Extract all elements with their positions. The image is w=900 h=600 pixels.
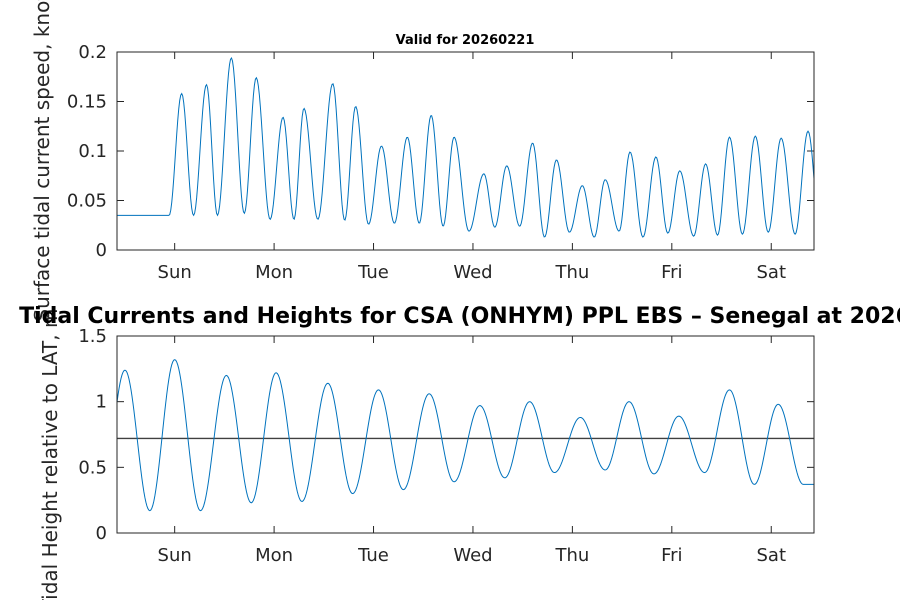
speed-ytick-label: 0.05: [67, 191, 107, 212]
height-xtick-label-mon: Mon: [255, 545, 293, 566]
height-plot-area: [117, 336, 814, 533]
speed-xtick-label-wed: Wed: [453, 262, 492, 283]
speed-xtick-label-tue: Tue: [357, 262, 389, 283]
height-ytick-label: 1: [96, 392, 107, 413]
speed-y-axis-label: Surface tidal current speed, knots: [30, 0, 54, 322]
speed-axes-box: [116, 51, 815, 251]
height-ytick-label: 0.5: [78, 457, 107, 478]
speed-xtick-label-sat: Sat: [756, 262, 786, 283]
height-ytick-label: 1.5: [78, 326, 107, 347]
height-axis-labels: 0 0.5 1 1.5 Sun Mon Tue Wed Thu Fri Sat: [78, 326, 786, 566]
speed-xtick-label-mon: Mon: [255, 262, 293, 283]
speed-ytick-label: 0.15: [67, 92, 107, 113]
height-xtick-label-thu: Thu: [554, 545, 589, 566]
height-axes-box: [116, 335, 815, 534]
height-xtick-label-tue: Tue: [357, 545, 389, 566]
height-xtick-label-sat: Sat: [756, 545, 786, 566]
speed-xtick-label-fri: Fri: [661, 262, 682, 283]
height-xtick-label-sun: Sun: [158, 545, 192, 566]
height-y-axis-label: Tidal Height relative to LAT, m: [38, 309, 62, 600]
speed-axis-labels: 0 0.05 0.1 0.15 0.2 Sun Mon Tue Wed Thu Fri Sat: [67, 42, 786, 283]
speed-ytick-label: 0.2: [78, 42, 107, 63]
speed-chart-title: Valid for 20260221: [396, 33, 535, 48]
speed-xtick-label-sun: Sun: [158, 262, 192, 283]
figure-main-title: Tidal Currents and Heights for CSA (ONHY…: [19, 304, 900, 329]
speed-ytick-label: 0.1: [78, 141, 107, 162]
speed-series-line: [117, 56, 815, 238]
height-series-line: [116, 359, 814, 512]
speed-ytick-label: 0: [96, 240, 107, 261]
height-xtick-label-wed: Wed: [453, 545, 492, 566]
speed-xtick-label-thu: Thu: [554, 262, 589, 283]
height-ytick-label: 0: [96, 523, 107, 544]
height-xtick-label-fri: Fri: [661, 545, 682, 566]
